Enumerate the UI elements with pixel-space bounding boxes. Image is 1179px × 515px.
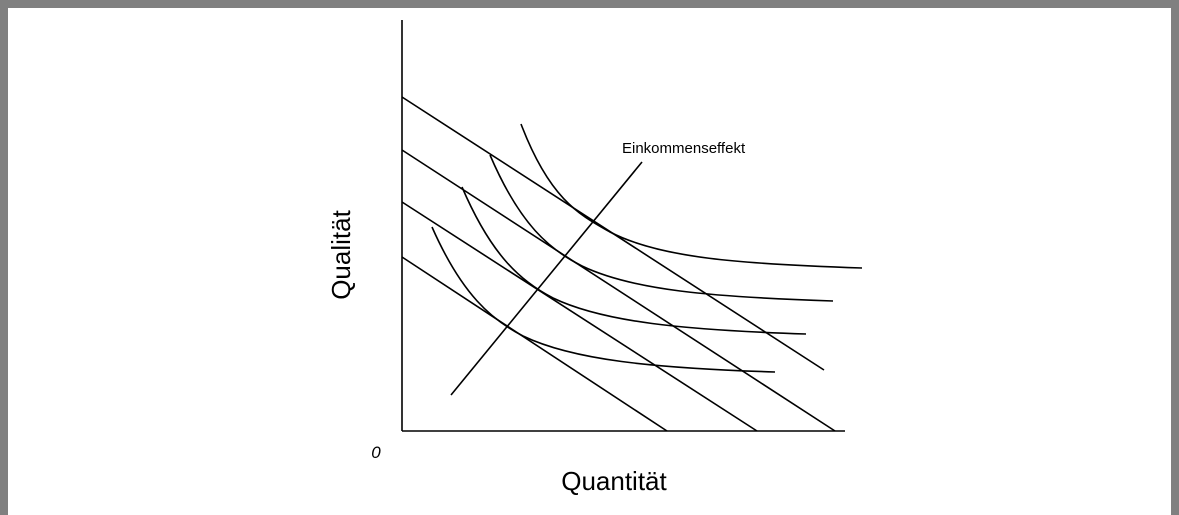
income-effect-line bbox=[450, 161, 643, 396]
y-axis-label: Qualität bbox=[326, 209, 356, 299]
indifference-curve bbox=[520, 123, 863, 269]
budget-line bbox=[401, 149, 836, 432]
budget-line bbox=[401, 201, 758, 432]
indifference-curve bbox=[431, 226, 776, 373]
budget-line bbox=[401, 256, 668, 432]
indifference-curve bbox=[461, 186, 807, 335]
x-axis-label: Quantität bbox=[561, 466, 667, 496]
annotation: Einkommenseffekt bbox=[622, 140, 746, 157]
origin-label: 0 bbox=[371, 443, 381, 462]
canvas bbox=[8, 8, 1171, 515]
indifference-curve bbox=[489, 154, 834, 302]
